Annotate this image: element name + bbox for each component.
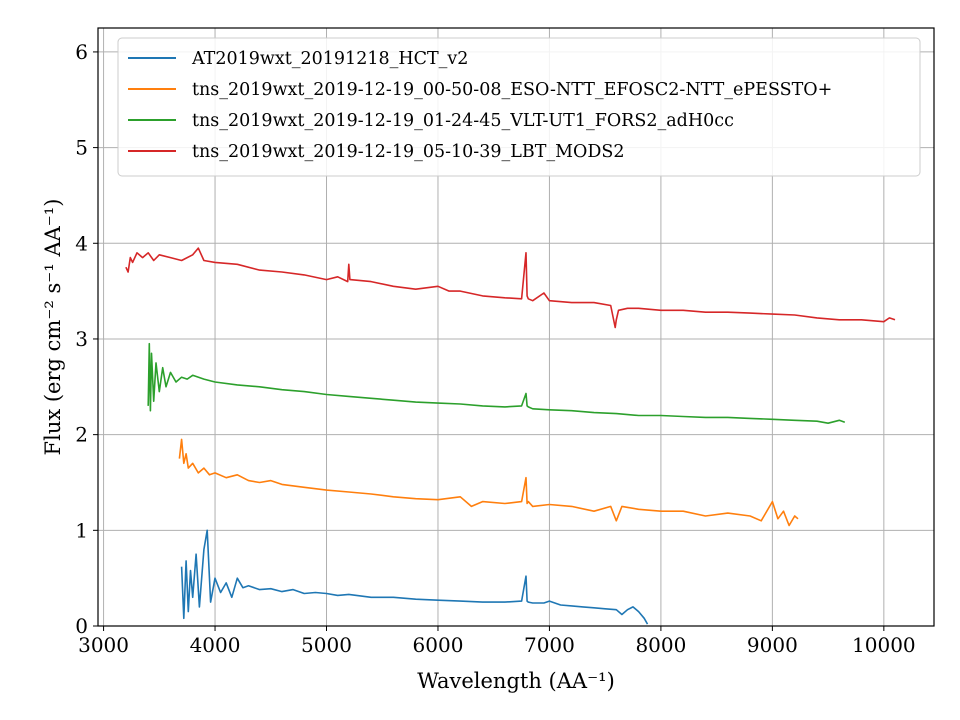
legend-label-3: tns_2019wxt_2019-12-19_01-24-45_VLT-UT1_…: [192, 111, 734, 131]
x-tick-label: 10000: [852, 633, 916, 657]
y-axis-label: Flux (erg cm⁻² s⁻¹ AA⁻¹): [41, 199, 65, 456]
y-tick-label: 4: [75, 231, 88, 255]
x-tick-label: 5000: [301, 633, 352, 657]
x-tick-label: 6000: [413, 633, 464, 657]
y-tick-label: 1: [75, 518, 88, 542]
y-tick-label: 0: [75, 614, 88, 638]
x-tick-label: 4000: [190, 633, 241, 657]
x-tick-label: 3000: [78, 633, 129, 657]
x-axis-label: Wavelength (AA⁻¹): [417, 669, 615, 693]
series-lines: [125, 247, 896, 625]
x-tick-label: 7000: [524, 633, 575, 657]
series-line-3: [147, 342, 846, 424]
y-tick-label: 6: [75, 40, 88, 64]
plot-frame: [97, 27, 935, 627]
series-line-1: [180, 529, 649, 625]
legend-label-4: tns_2019wxt_2019-12-19_05-10-39_LBT_MODS…: [192, 142, 625, 162]
series-line-2: [178, 438, 799, 527]
x-tick-label: 8000: [635, 633, 686, 657]
y-tick-label: 2: [75, 423, 88, 447]
x-tick-label: 9000: [747, 633, 798, 657]
y-tick-label: 3: [75, 327, 88, 351]
y-tick-label: 5: [75, 136, 88, 160]
legend: AT2019wxt_20191218_HCT_v2 tns_2019wxt_201…: [117, 37, 921, 177]
series-line-4: [125, 247, 896, 329]
axis-ticks: 3000 4000 5000 6000 7000 8000 9000 10000 0 1 2 3 4 5 6: [75, 40, 915, 657]
legend-label-1: AT2019wxt_20191218_HCT_v2: [191, 49, 468, 69]
legend-label-2: tns_2019wxt_2019-12-19_00-50-08_ESO-NTT_…: [192, 80, 832, 100]
legend-box: [117, 37, 921, 177]
